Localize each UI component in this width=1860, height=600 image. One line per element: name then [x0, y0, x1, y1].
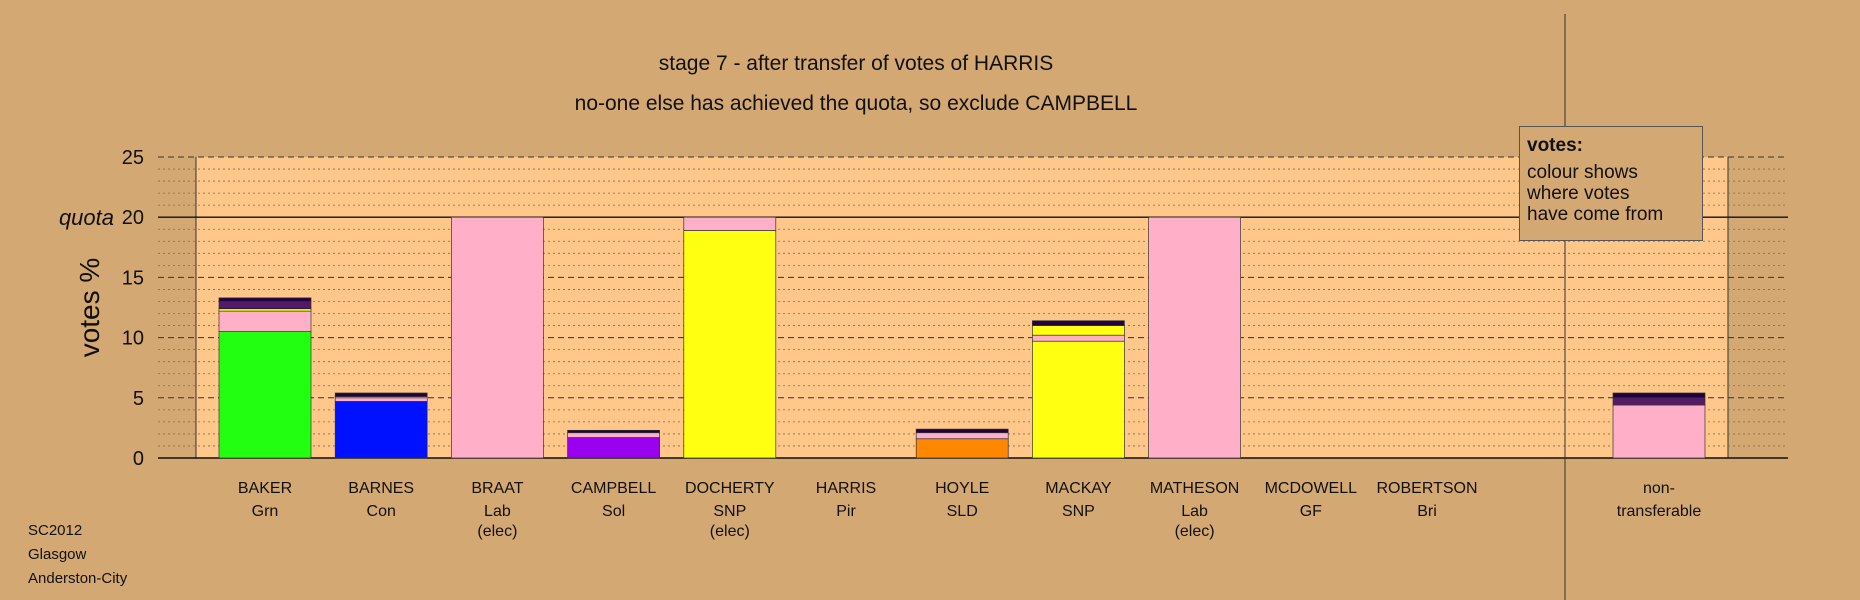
footer-ward: Anderston-City	[28, 570, 128, 587]
candidate-status-label: (elec)	[1175, 523, 1215, 540]
y-tick-label: 5	[133, 388, 144, 410]
nontransferable-label: transferable	[1617, 503, 1702, 520]
candidate-name-label: CAMPBELL	[571, 480, 656, 497]
candidate-party-label: Bri	[1417, 503, 1437, 520]
candidate-name-label: BARNES	[348, 480, 414, 497]
bar-docherty-segment	[683, 230, 777, 459]
candidate-name-label: BAKER	[238, 480, 292, 497]
bar-mackay-segment	[1032, 325, 1125, 336]
candidate-name-label: BRAAT	[471, 480, 523, 497]
y-axis-label: votes %	[74, 258, 105, 358]
candidate-party-label: Sol	[602, 503, 625, 520]
y-tick-label: 20	[122, 207, 144, 229]
bar-nontransferable-segment	[1612, 392, 1706, 399]
candidate-party-label: Con	[367, 503, 396, 520]
candidate-name-label: MCDOWELL	[1265, 480, 1358, 497]
bar-matheson-segment	[1148, 216, 1241, 459]
candidate-party-label: Lab	[1181, 503, 1208, 520]
bar-barnes-segment	[334, 401, 428, 459]
bar-campbell-segment	[567, 437, 660, 459]
chart-title-line-1: stage 7 - after transfer of votes of HAR…	[658, 52, 1054, 75]
candidate-name-label: ROBERTSON	[1376, 480, 1477, 497]
candidate-party-label: Pir	[836, 503, 856, 520]
chart-title-line-2: no-one else has achieved the quota, so e…	[574, 92, 1138, 115]
y-tick-label: 10	[122, 328, 144, 350]
bar-baker-segment	[218, 310, 312, 332]
bar-mackay-segment	[1032, 320, 1125, 326]
candidate-name-label: DOCHERTY	[685, 480, 775, 497]
candidate-party-label: SNP	[713, 503, 746, 520]
candidate-party-label: GF	[1300, 503, 1322, 520]
bar-baker-segment	[218, 297, 312, 302]
candidate-name-label: MATHESON	[1150, 480, 1239, 497]
candidate-name-label: MACKAY	[1045, 480, 1112, 497]
legend-text: colour shows where votes have come from	[1527, 162, 1664, 225]
candidate-party-label: Lab	[484, 503, 511, 520]
bar-hoyle-segment	[915, 432, 1009, 440]
bar-hoyle-segment	[915, 438, 1009, 459]
right-margin-panel	[1728, 157, 1788, 458]
candidate-party-label: SNP	[1062, 503, 1095, 520]
left-margin-panel	[158, 157, 196, 458]
candidate-status-label: (elec)	[477, 523, 517, 540]
bar-hoyle-segment	[915, 428, 1009, 434]
bar-nontransferable-segment	[1612, 404, 1706, 459]
bar-baker-segment	[218, 308, 312, 312]
bar-mackay-segment	[1032, 340, 1125, 459]
candidate-name-label: HOYLE	[935, 480, 989, 497]
bar-docherty-segment	[683, 216, 777, 231]
quota-label: quota	[59, 205, 114, 230]
footer-election: SC2012	[28, 522, 83, 539]
footer-council: Glasgow	[28, 546, 87, 563]
candidate-party-label: SLD	[947, 503, 978, 520]
bar-baker-segment	[218, 331, 312, 459]
candidate-name-label: HARRIS	[816, 480, 876, 497]
bar-campbell-segment	[567, 432, 660, 438]
y-tick-label: 0	[133, 448, 144, 470]
bar-mackay-segment	[1032, 334, 1125, 342]
legend-box: votes: colour shows where votes have com…	[1519, 126, 1703, 241]
bar-braat-segment	[451, 216, 544, 459]
bar-barnes-segment	[334, 392, 428, 397]
legend-title: votes:	[1527, 135, 1583, 156]
y-tick-label: 25	[122, 147, 144, 169]
y-tick-label: 15	[122, 267, 144, 289]
candidate-party-label: Grn	[252, 503, 279, 520]
nontransferable-label: non-	[1643, 480, 1675, 497]
candidate-status-label: (elec)	[710, 523, 750, 540]
bar-nontransferable-segment	[1612, 397, 1706, 406]
bar-baker-segment	[218, 301, 312, 308]
bar-campbell-segment	[567, 429, 660, 434]
bar-barnes-segment	[334, 397, 428, 402]
